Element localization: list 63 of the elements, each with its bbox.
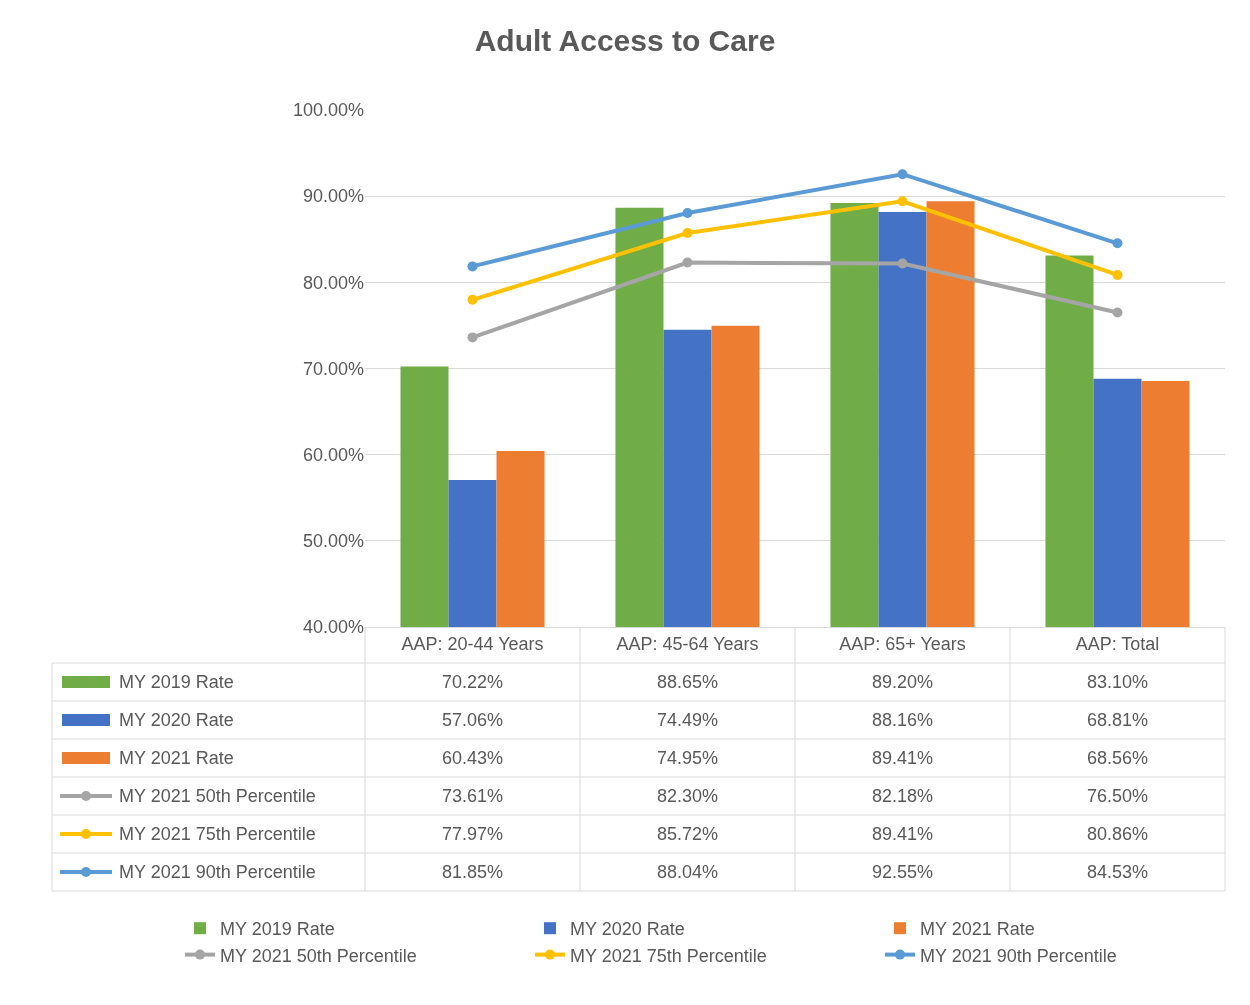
y-tick-label: 80.00% [302,272,364,293]
data-label: 88.16% [872,710,934,730]
x-tick-label: AAP: 20-44 Years [401,633,544,654]
y-tick-label: 40.00% [302,617,364,638]
x-tick-label: AAP: 65+ Years [839,633,966,654]
data-label: 92.55% [872,862,934,882]
point [1112,238,1123,249]
x-tick-label: AAP: 45-64 Years [616,633,759,654]
data-label: 85.72% [657,824,719,844]
data-label: 89.41% [872,824,934,844]
y-tick-label: 100.00% [292,100,364,121]
legend-entry: MY 2021 75th Percentile [535,945,767,966]
data-label: 68.56% [1087,748,1149,768]
point [897,258,908,269]
y-tick-label: 90.00% [302,186,364,207]
chart-title: Adult Access to Care [474,24,776,57]
data-label: 70.22% [442,672,504,692]
point [682,228,693,239]
data-label: 74.95% [657,748,719,768]
point [1112,307,1123,318]
text: MY 2021 Rate [119,748,234,768]
point [682,208,693,219]
data-label: 60.43% [442,748,504,768]
point [467,332,478,343]
y-tick-label: 50.00% [302,531,364,552]
point [682,257,693,268]
point [897,169,908,180]
legend-label: MY 2019 Rate [220,919,335,940]
legend-label: MY 2021 75th Percentile [119,824,316,844]
data-label: 83.10% [1087,672,1149,692]
point [1112,269,1123,280]
data-label: 80.86% [1087,824,1149,844]
data-label: 82.18% [872,786,934,806]
data-label: 81.85% [442,862,504,882]
data-label: 88.04% [657,862,719,882]
legend-label: MY 2021 50th Percentile [119,786,316,806]
point [467,294,478,305]
legend-label: MY 2020 Rate [570,919,685,940]
data-label: 74.49% [657,710,719,730]
point [897,196,908,207]
x-tick-label: AAP: Total [1075,633,1160,654]
data-label: 77.97% [442,824,504,844]
data-label: 82.30% [657,786,719,806]
data-label: 89.20% [872,672,934,692]
data-label: 76.50% [1087,786,1149,806]
text: MY 2020 Rate [119,710,234,730]
data-label: 57.06% [442,710,504,730]
data-label: 84.53% [1087,862,1149,882]
legend-entry: MY 2021 50th Percentile [185,945,417,966]
legend-label: MY 2021 Rate [920,919,1035,940]
legend-label: MY 2021 90th Percentile [119,862,316,882]
point [467,261,478,272]
y-tick-label: 60.00% [302,444,364,465]
data-label: 68.81% [1087,710,1149,730]
y-tick-label: 70.00% [302,358,364,379]
legend-entry: MY 2019 Rate [194,919,335,940]
legend-entry: MY 2020 Rate [544,919,685,940]
legend-entry: MY 2021 Rate [894,919,1035,940]
text: MY 2019 Rate [119,672,234,692]
data-label: 88.65% [657,672,719,692]
data-label: 73.61% [442,786,504,806]
legend-entry: MY 2021 90th Percentile [885,945,1117,966]
data-label: 89.41% [872,748,934,768]
